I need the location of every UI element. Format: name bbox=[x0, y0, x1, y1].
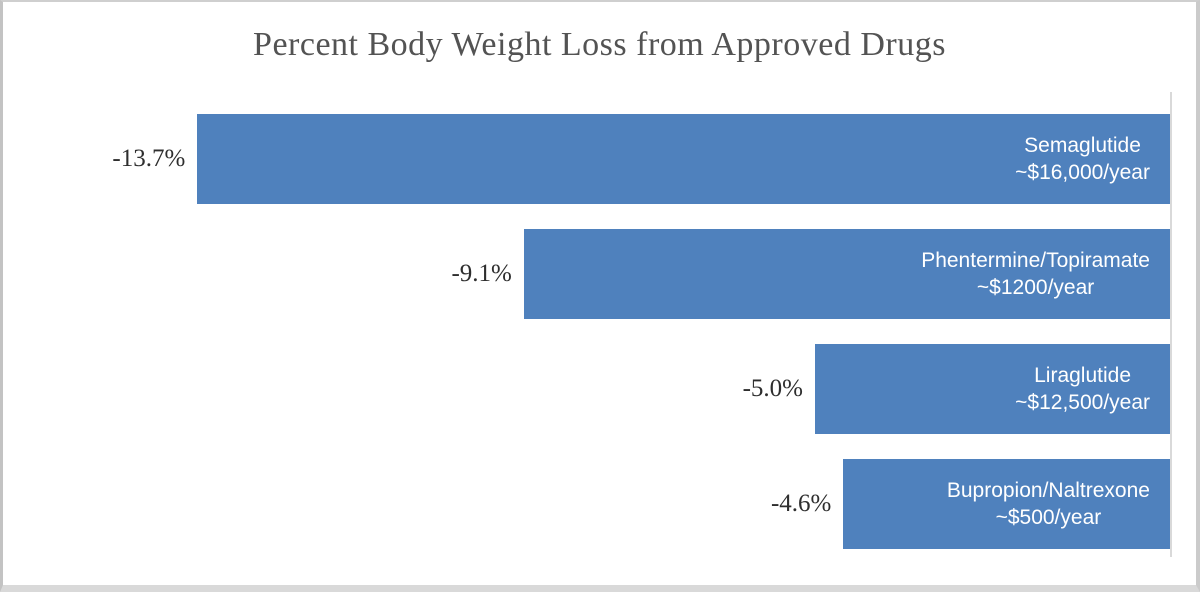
drug-cost: ~$16,000/year bbox=[1015, 161, 1150, 184]
bar-label: Bupropion/Naltrexone ~$500/year bbox=[947, 477, 1150, 531]
bar-label: Liraglutide ~$12,500/year bbox=[1015, 362, 1150, 416]
bar-row: -9.1% Phentermine/Topiramate ~$1200/year bbox=[3, 229, 1196, 319]
drug-cost: ~$1200/year bbox=[976, 276, 1095, 299]
drug-name: Semaglutide bbox=[1024, 134, 1141, 157]
bar-bupropion-naltrexone: Bupropion/Naltrexone ~$500/year bbox=[843, 459, 1170, 549]
bar-row: -13.7% Semaglutide ~$16,000/year bbox=[3, 114, 1196, 204]
value-label-bupropion-naltrexone: -4.6% bbox=[770, 490, 832, 517]
bar-semaglutide: Semaglutide ~$16,000/year bbox=[197, 114, 1170, 204]
value-label-semaglutide: -13.7% bbox=[112, 145, 186, 172]
bar-label: Semaglutide ~$16,000/year bbox=[1015, 132, 1150, 186]
drug-cost: ~$12,500/year bbox=[1015, 391, 1150, 414]
drug-name: Phentermine/Topiramate bbox=[921, 249, 1150, 272]
value-label-liraglutide: -5.0% bbox=[742, 375, 803, 402]
drug-cost: ~$500/year bbox=[995, 506, 1102, 529]
bar-liraglutide: Liraglutide ~$12,500/year bbox=[815, 344, 1170, 434]
bar-row: -5.0% Liraglutide ~$12,500/year bbox=[3, 344, 1196, 434]
drug-name: Liraglutide bbox=[1034, 364, 1132, 387]
chart-title: Percent Body Weight Loss from Approved D… bbox=[253, 26, 946, 63]
drug-name: Bupropion/Naltrexone bbox=[946, 479, 1150, 502]
value-label-phentermine-topiramate: -9.1% bbox=[451, 260, 512, 287]
category-axis-line bbox=[1170, 92, 1172, 557]
bar-phentermine-topiramate: Phentermine/Topiramate ~$1200/year bbox=[523, 229, 1170, 319]
bar-row: -4.6% Bupropion/Naltrexone ~$500/year bbox=[3, 459, 1196, 549]
bar-label: Phentermine/Topiramate ~$1200/year bbox=[921, 247, 1150, 301]
